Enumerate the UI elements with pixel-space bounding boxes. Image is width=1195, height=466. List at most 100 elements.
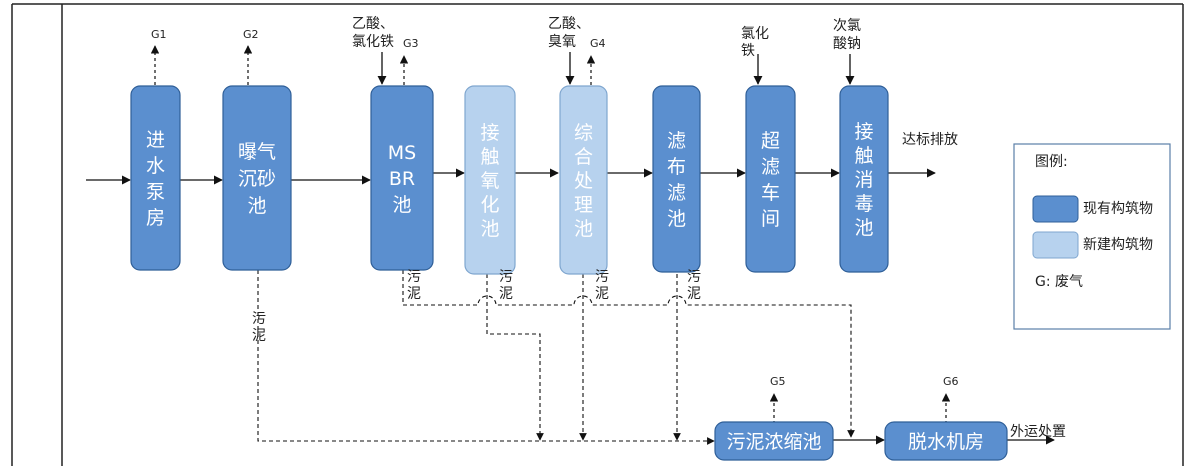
gas-arrows (150, 45, 951, 424)
sludge-label: 污 (687, 269, 701, 285)
unit-box (370, 85, 434, 271)
legend-existing-label: 现有构筑物 (1083, 201, 1153, 217)
sludge-line (486, 274, 544, 441)
unit-label: 房 (146, 207, 165, 229)
unit-box (130, 85, 181, 271)
chemical-label: 臭氧 (548, 34, 576, 50)
unit-label: 超 (761, 130, 780, 152)
frame (11, 3, 1184, 466)
process-units: 进水泵房曝气沉砂池MSBR池接触氧化池综合处理池滤布滤池超滤车间接触消毒池污泥浓… (130, 85, 1008, 461)
unit-label: 沉砂 (238, 168, 276, 190)
unit-box (222, 85, 292, 271)
unit-label: 进 (146, 129, 165, 151)
unit-label: 车 (761, 182, 780, 204)
unit-label: 接 (854, 121, 873, 143)
gas-label: G1 (151, 28, 167, 41)
chemical-label: 氯化 (741, 26, 769, 42)
unit-label: 池 (667, 208, 686, 230)
main-flow (86, 168, 1055, 445)
legend-gas-label: G: 废气 (1035, 274, 1083, 290)
unit-label: 触 (854, 145, 873, 167)
unit-label: 滤 (667, 182, 686, 204)
unit-label: 接 (480, 122, 499, 144)
unit-label: 处 (574, 170, 593, 192)
unit-box (652, 85, 701, 273)
legend-new-label: 新建构筑物 (1083, 237, 1153, 253)
unit-label: 毒 (854, 193, 873, 215)
discharge-label: 达标排放 (902, 132, 958, 148)
unit-label: 池 (574, 218, 593, 240)
unit-box (839, 85, 889, 273)
unit-box (884, 421, 1008, 461)
unit-label: 理 (574, 194, 593, 216)
unit-label: 池 (392, 194, 411, 216)
unit-box (745, 85, 796, 273)
legend: 图例: 现有构筑物 新建构筑物 G: 废气 (1013, 143, 1171, 330)
unit-label: 综 (574, 122, 593, 144)
unit-label: BR (389, 168, 415, 190)
legend-new-swatch (1032, 231, 1079, 259)
unit-label: 池 (854, 217, 873, 239)
chemical-label: 乙酸、 (352, 16, 394, 32)
unit-box (464, 85, 516, 275)
unit-label: 池 (480, 218, 499, 240)
sludge-line-main (257, 270, 715, 445)
chemical-label: 酸钠 (833, 36, 861, 52)
unit-label: 氧 (480, 170, 499, 192)
legend-title: 图例: (1035, 154, 1068, 170)
sludge-lines (257, 270, 855, 445)
chemical-arrows (377, 52, 855, 85)
unit-label: 水 (146, 155, 165, 177)
offsite-label: 外运处置 (1010, 424, 1066, 440)
sludge-label: 污 (499, 269, 513, 285)
sludge-label: 泥 (252, 328, 266, 344)
sludge-label: 泥 (407, 286, 421, 302)
unit-box (714, 421, 834, 461)
unit-label: 池 (247, 195, 266, 217)
sludge-label: 污 (407, 269, 421, 285)
unit-label: 化 (480, 194, 499, 216)
sludge-label: 污 (252, 311, 266, 327)
gas-label: G5 (770, 375, 786, 388)
chemical-label: 铁 (741, 43, 755, 59)
unit-box (559, 85, 608, 275)
sludge-label: 泥 (595, 286, 609, 302)
unit-label: 泵 (146, 181, 165, 203)
chemical-label: 氯化铁 (352, 34, 394, 50)
unit-label: 污泥浓缩池 (726, 431, 821, 453)
unit-label: 滤 (667, 130, 686, 152)
sludge-label: 污 (595, 269, 609, 285)
unit-label: 滤 (761, 156, 780, 178)
unit-label: 间 (761, 208, 780, 230)
legend-existing-swatch (1032, 195, 1079, 223)
unit-label: 脱水机房 (908, 431, 984, 453)
unit-msbr: MS BR 池 (370, 85, 434, 271)
unit-dewater: 脱水机房 (884, 421, 1008, 461)
chemical-label: 次氯 (833, 18, 861, 34)
sludge-label: 泥 (687, 286, 701, 302)
sludge-line-upper (402, 270, 855, 438)
unit-thickener: 污泥浓缩池 (714, 421, 834, 461)
gas-label: G2 (243, 28, 259, 41)
gas-label: G3 (403, 37, 419, 50)
gas-label: G6 (943, 375, 959, 388)
unit-label: 触 (480, 146, 499, 168)
unit-label: 合 (574, 146, 593, 168)
sludge-label: 泥 (499, 286, 513, 302)
gas-label: G4 (590, 37, 606, 50)
unit-label: MS (388, 142, 416, 164)
unit-label: 曝气 (238, 141, 276, 163)
unit-label: 消 (854, 169, 873, 191)
unit-label: 布 (667, 156, 686, 178)
chemical-label: 乙酸、 (548, 16, 590, 32)
